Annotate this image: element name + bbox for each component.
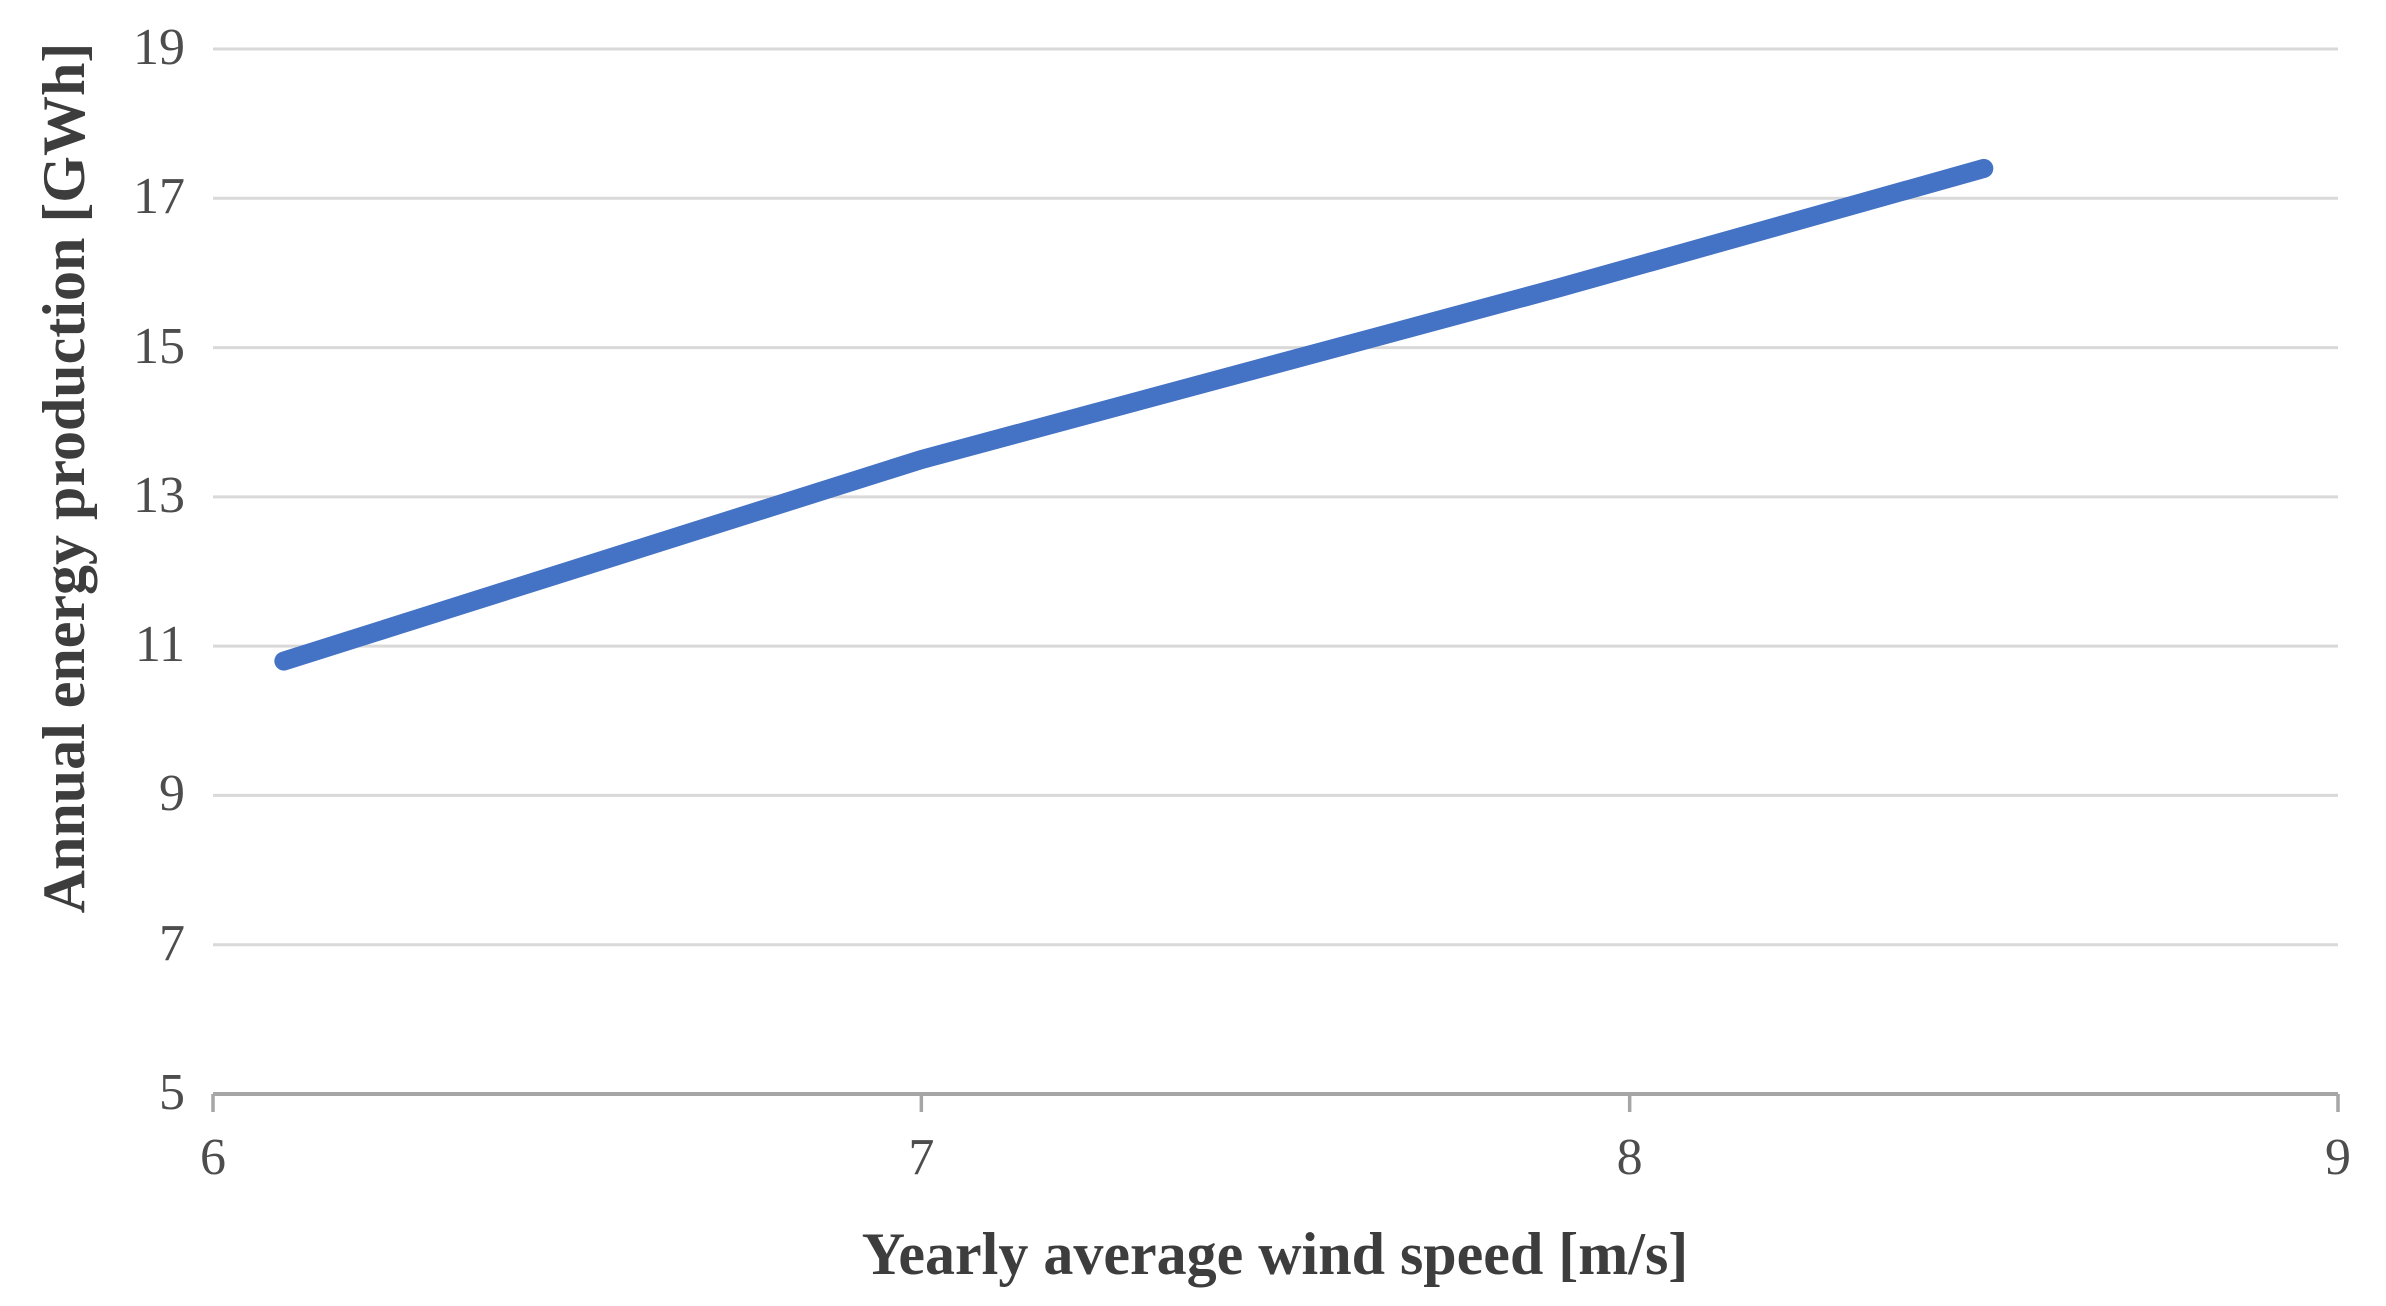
x-tick-label: 6: [200, 1129, 226, 1186]
x-tick-label: 8: [1616, 1129, 1643, 1186]
y-tick-label: 11: [134, 616, 185, 674]
y-tick-label: 19: [133, 18, 185, 76]
y-tick-label: 7: [159, 914, 185, 972]
y-tick-label: 15: [133, 317, 185, 375]
data-line: [274, 158, 1994, 671]
x-axis-title: Yearly average wind speed [m/s]: [861, 1221, 1689, 1287]
y-axis-title: Annual energy production [GWh]: [31, 42, 97, 914]
y-tick-label: 5: [159, 1063, 185, 1121]
x-tick-label: 7: [908, 1129, 935, 1186]
x-tick-label: 9: [2325, 1129, 2351, 1186]
y-tick-label: 17: [133, 168, 185, 226]
y-tick-label: 9: [159, 765, 185, 823]
y-tick-label: 13: [133, 466, 185, 524]
